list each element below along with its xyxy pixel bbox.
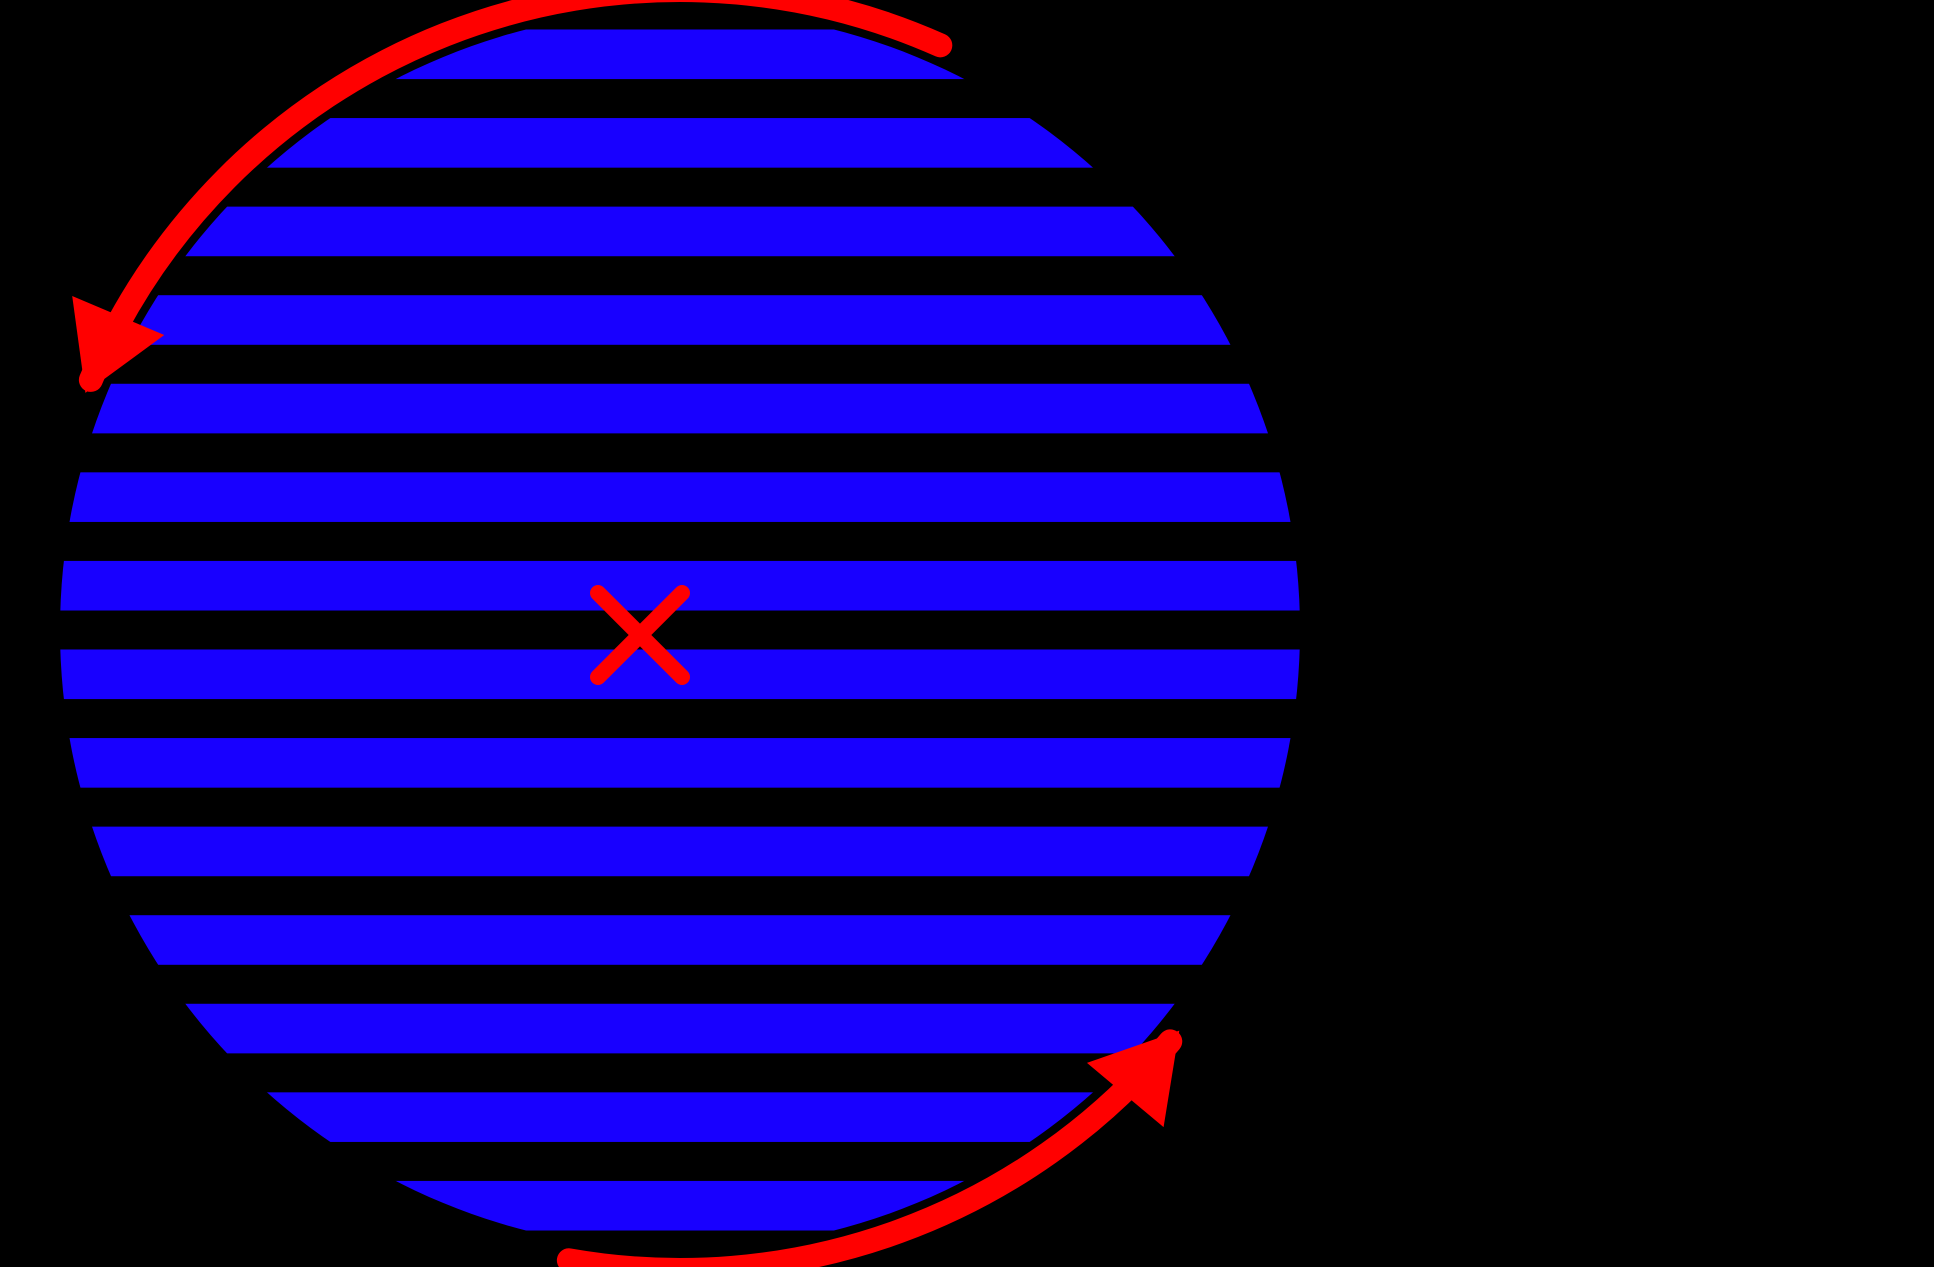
background <box>0 0 1934 1267</box>
disc-stripe <box>60 207 1300 257</box>
disc-stripe <box>60 738 1300 788</box>
diagram-canvas <box>0 0 1934 1267</box>
disc-stripe <box>60 827 1300 877</box>
disc-stripe <box>60 472 1300 522</box>
disc-stripe <box>60 295 1300 345</box>
disc-stripe <box>60 1004 1300 1054</box>
disc-stripe <box>60 384 1300 434</box>
disc-stripe <box>60 915 1300 965</box>
